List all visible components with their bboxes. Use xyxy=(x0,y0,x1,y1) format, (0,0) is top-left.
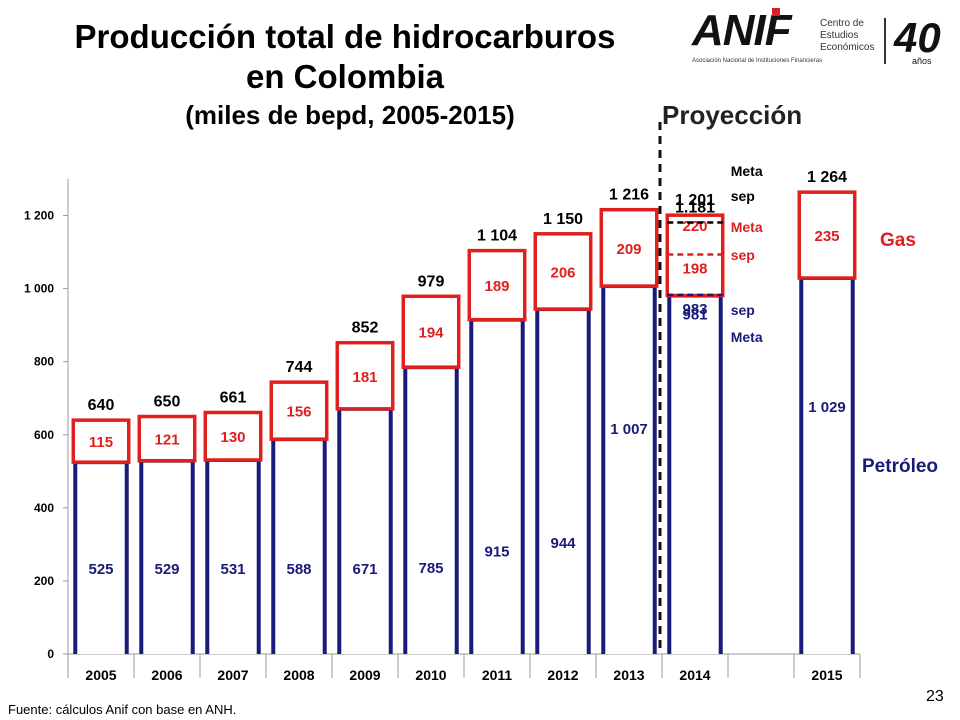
gas-value-label: 189 xyxy=(484,278,509,295)
y-tick-label: 400 xyxy=(34,501,54,515)
x-tick-label: 2013 xyxy=(613,667,644,683)
gas-bar xyxy=(533,232,593,311)
x-tick-label: 2012 xyxy=(547,667,578,683)
oil-value-label: 588 xyxy=(286,561,311,578)
legend-gas-label: Gas xyxy=(880,230,916,251)
oil-value-label: 944 xyxy=(550,535,576,552)
oil-value-label: 531 xyxy=(220,561,245,578)
gas-value-label: 235 xyxy=(814,228,839,245)
total-value-label: 1 216 xyxy=(609,187,649,204)
chart-title-line1: Producción total de hidrocarburos xyxy=(74,18,616,55)
gas-bar xyxy=(335,340,395,411)
oil-bar-inner xyxy=(473,321,521,654)
sep-gas-label: sep xyxy=(731,247,755,263)
oil-bar-inner xyxy=(671,297,719,654)
gas-bar xyxy=(71,418,131,464)
y-tick-label: 1 000 xyxy=(24,282,54,296)
total-value-label: 1 264 xyxy=(807,169,847,186)
page-number: 23 xyxy=(926,688,944,705)
x-tick-label: 2009 xyxy=(349,667,380,683)
gas-bar xyxy=(269,380,329,441)
oil-value-label: 785 xyxy=(418,560,443,577)
gas-bar xyxy=(401,294,461,369)
x-tick-label: 2015 xyxy=(811,667,842,683)
total-value-label: 661 xyxy=(220,389,247,406)
gas-value-label: 206 xyxy=(550,264,575,281)
oil-value-label: 1 029 xyxy=(808,399,846,416)
total-value-label: 650 xyxy=(154,394,181,411)
oil-bar-inner xyxy=(539,311,587,654)
oil-value-label: 915 xyxy=(484,543,509,560)
x-tick-label: 2005 xyxy=(85,667,116,683)
gas-value-label: 121 xyxy=(154,432,179,449)
y-tick-label: 200 xyxy=(34,574,54,588)
x-tick-label: 2011 xyxy=(482,667,513,683)
x-tick-label: 2008 xyxy=(283,667,314,683)
logo-divider xyxy=(884,18,886,64)
oil-value-label: 525 xyxy=(88,561,113,578)
total-value-label: 1 104 xyxy=(477,228,517,245)
total-value-label: 979 xyxy=(418,273,445,290)
gas-value-label: 115 xyxy=(89,434,113,451)
legend-oil-label: Petróleo xyxy=(862,456,938,477)
oil-value-label: 671 xyxy=(352,561,377,578)
y-tick-label: 800 xyxy=(34,355,54,369)
y-tick-label: 1 200 xyxy=(24,209,54,223)
oil-bar-inner xyxy=(209,461,257,654)
gas-value-label: 130 xyxy=(220,429,245,446)
sep-oil-label: sep xyxy=(731,302,755,318)
y-tick-label: 600 xyxy=(34,428,54,442)
anif-logo: ANIF Asociación Nacional de Institucione… xyxy=(692,0,954,76)
gas-bar xyxy=(137,414,197,463)
oil-value-label: 981 xyxy=(682,307,707,324)
x-tick-label: 2010 xyxy=(415,667,446,683)
gas-bar xyxy=(797,190,857,280)
total-value-label: 852 xyxy=(352,320,379,337)
total-sep-value-label: 1.181 xyxy=(675,199,715,216)
gas-value-label: 209 xyxy=(616,241,641,258)
oil-bar-inner xyxy=(143,462,191,654)
gas-value-label: 181 xyxy=(352,369,377,386)
logo-anniversary: 40 xyxy=(894,14,941,61)
source-note: Fuente: cálculos Anif con base en ANH. xyxy=(8,702,237,717)
logo-anniversary-unit: años xyxy=(912,56,932,66)
oil-bar-inner xyxy=(341,410,389,654)
projection-label: Proyección xyxy=(662,100,803,130)
logo-center-name: Centro de Estudios Económicos xyxy=(820,18,875,53)
chart-title-line2: en Colombia xyxy=(245,58,445,95)
logo-red-square-icon xyxy=(772,8,780,16)
gas-bar xyxy=(203,410,263,462)
x-tick-label: 2007 xyxy=(217,667,248,683)
total-value-label: 640 xyxy=(88,397,115,414)
meta-oil-label: Meta xyxy=(731,329,763,345)
gas-value-label: 194 xyxy=(418,325,444,342)
sep-total-label: sep xyxy=(731,188,755,204)
oil-value-label: 1 007 xyxy=(610,421,648,438)
meta-total-label: Meta xyxy=(731,163,763,179)
gas-bar xyxy=(467,248,527,322)
gas-bar xyxy=(599,207,659,288)
oil-bar-inner xyxy=(803,280,851,654)
oil-bar-inner xyxy=(77,464,125,654)
gas-bar xyxy=(665,213,725,298)
chart-subtitle: (miles de bepd, 2005-2015) xyxy=(185,100,515,130)
oil-value-label: 529 xyxy=(154,561,179,578)
oil-sep-value-label: 983 xyxy=(682,301,707,318)
oil-bar-inner xyxy=(275,441,323,654)
logo-subtitle: Asociación Nacional de Instituciones Fin… xyxy=(692,58,823,64)
x-tick-label: 2014 xyxy=(679,667,710,683)
gas-sep-value-label: 198 xyxy=(682,260,707,277)
y-tick-label: 0 xyxy=(47,647,54,661)
oil-bar-inner xyxy=(407,369,455,654)
total-value-label: 1 150 xyxy=(543,211,583,228)
meta-gas-label: Meta xyxy=(731,219,763,235)
total-value-label: 1 201 xyxy=(675,192,715,209)
total-value-label: 744 xyxy=(286,359,313,376)
gas-value-label: 220 xyxy=(682,218,707,235)
oil-bar-inner xyxy=(605,288,653,654)
gas-value-label: 156 xyxy=(286,404,311,421)
x-tick-label: 2006 xyxy=(151,667,182,683)
